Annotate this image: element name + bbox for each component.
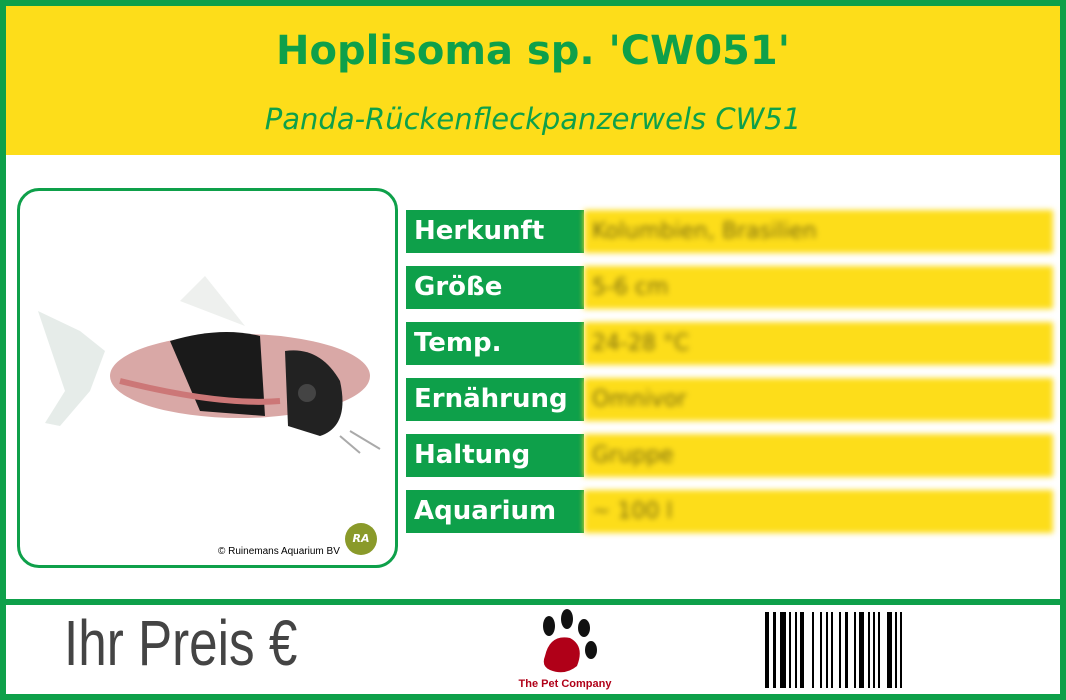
fact-row-aquarium: Aquarium ~ 100 l — [406, 490, 1053, 533]
barcode-bar — [868, 612, 870, 688]
header: Hoplisoma sp. 'CW051' Panda-Rückenfleckp… — [6, 6, 1060, 155]
price-label: Ihr Preis € — [64, 607, 298, 679]
barcode-bar — [795, 612, 797, 688]
fact-label: Aquarium — [406, 490, 584, 533]
barcode-bar — [800, 612, 804, 688]
fact-row-ernaehrung: Ernährung Omnivor — [406, 378, 1053, 421]
footer-divider — [6, 599, 1060, 605]
fact-value: Omnivor — [584, 378, 1053, 421]
barcode-bar — [878, 612, 880, 688]
fact-label: Haltung — [406, 434, 584, 477]
fact-label: Temp. — [406, 322, 584, 365]
fact-label: Herkunft — [406, 210, 584, 253]
barcode-bar — [873, 612, 875, 688]
fish-photo: RA © Ruinemans Aquarium BV — [17, 188, 398, 568]
barcode-bar — [789, 612, 791, 688]
barcode-bar — [765, 612, 769, 688]
fact-row-haltung: Haltung Gruppe — [406, 434, 1053, 477]
barcode-bar — [780, 612, 786, 688]
photo-credit: © Ruinemans Aquarium BV — [218, 546, 340, 557]
barcode-bar — [826, 612, 828, 688]
fish-image — [38, 276, 381, 454]
barcode-bar — [812, 612, 814, 688]
fact-label: Größe — [406, 266, 584, 309]
fact-value: ~ 100 l — [584, 490, 1053, 533]
barcode-bar — [839, 612, 841, 688]
barcode-bar — [845, 612, 848, 688]
fact-value: Kolumbien, Brasilien — [584, 210, 1053, 253]
barcode-bar — [887, 612, 892, 688]
barcode-bar — [900, 612, 902, 688]
fact-label: Ernährung — [406, 378, 584, 421]
paw-icon — [543, 609, 597, 673]
fact-value: 24-28 °C — [584, 322, 1053, 365]
fact-row-groesse: Größe 5-6 cm — [406, 266, 1053, 309]
brand-logo: The Pet Company — [505, 606, 625, 692]
barcode-bar — [820, 612, 822, 688]
ra-logo: RA — [345, 523, 377, 555]
fact-value: Gruppe — [584, 434, 1053, 477]
fact-row-temp: Temp. 24-28 °C — [406, 322, 1053, 365]
barcode-bar — [859, 612, 864, 688]
barcode-bar — [854, 612, 856, 688]
barcode — [765, 612, 902, 688]
brand-name: The Pet Company — [518, 678, 612, 690]
fact-value: 5-6 cm — [584, 266, 1053, 309]
page-title: Hoplisoma sp. 'CW051' — [276, 28, 790, 74]
page-subtitle: Panda-Rückenfleckpanzerwels CW51 — [264, 102, 802, 136]
fact-row-herkunft: Herkunft Kolumbien, Brasilien — [406, 210, 1053, 253]
barcode-bar — [773, 612, 776, 688]
barcode-bar — [895, 612, 897, 688]
barcode-bar — [831, 612, 833, 688]
